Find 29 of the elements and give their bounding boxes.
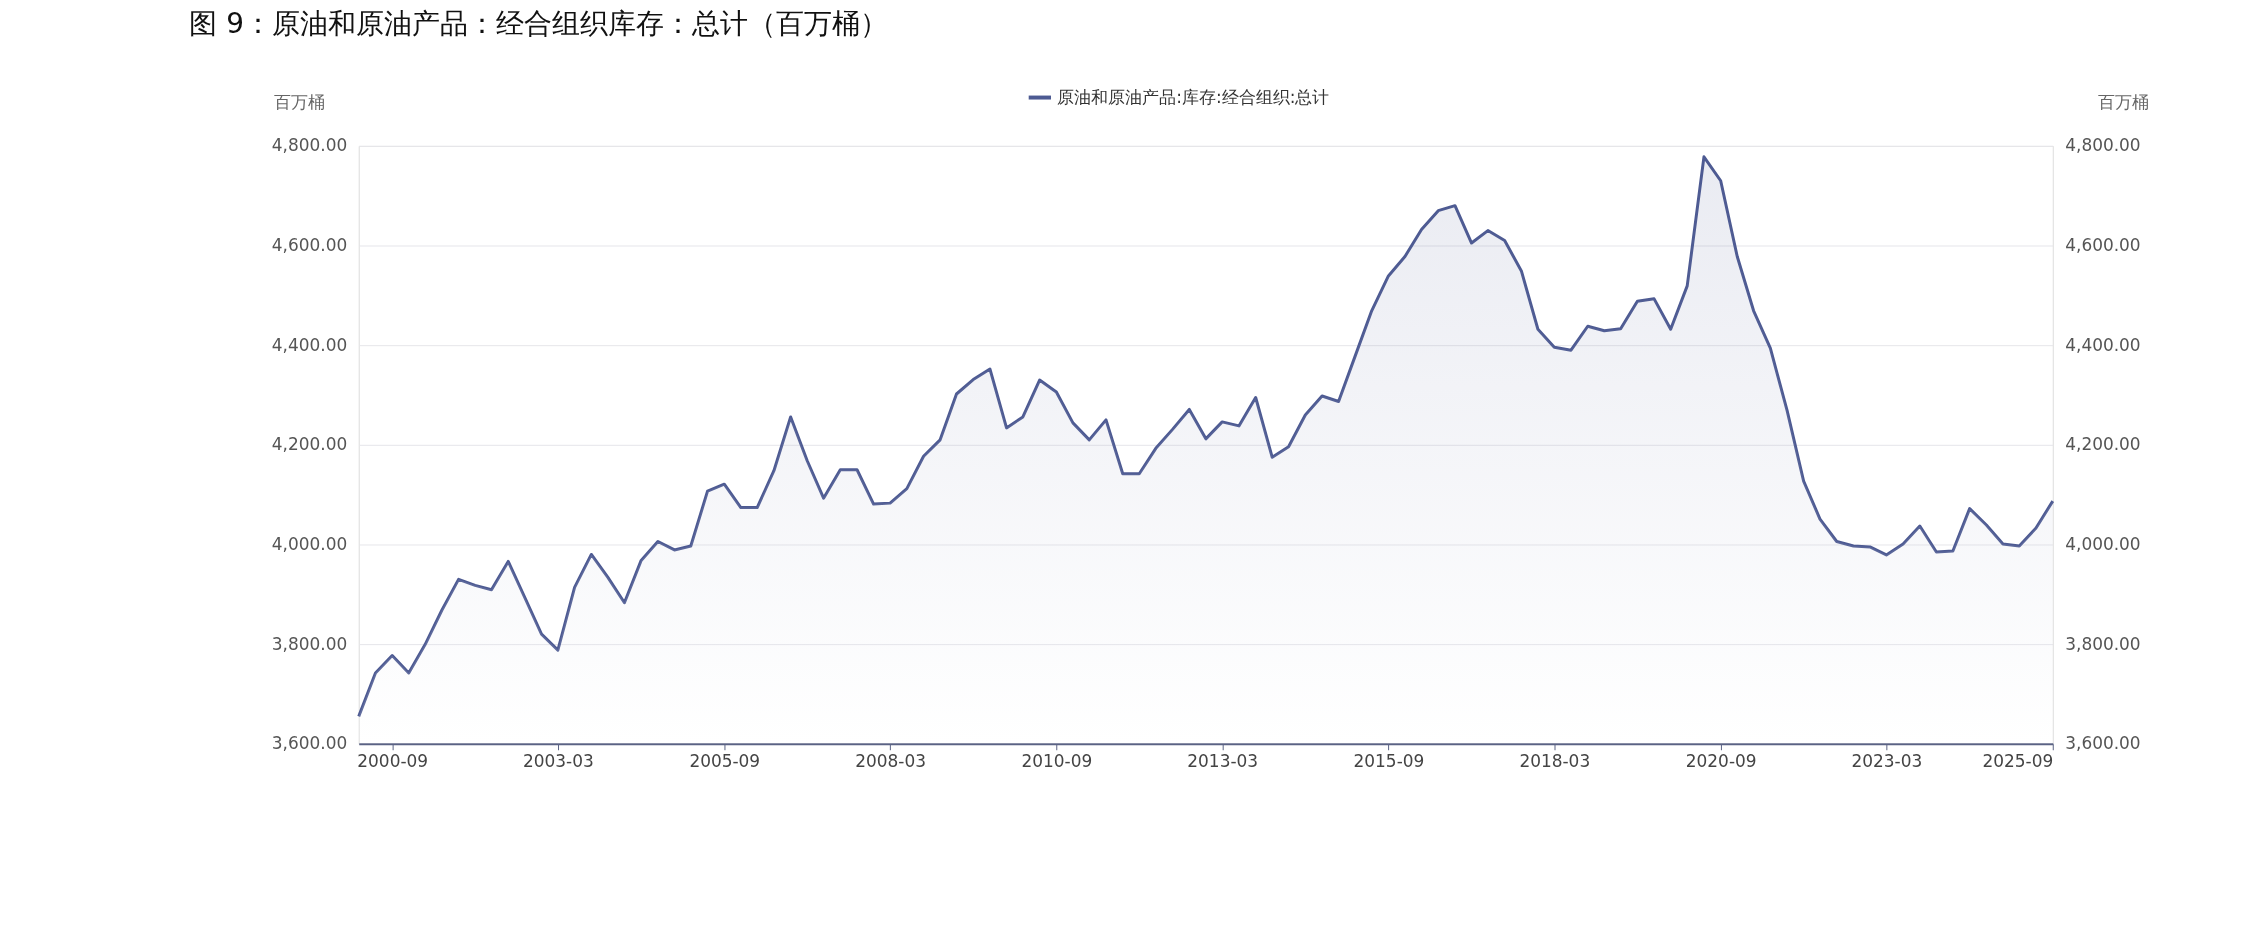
x-tick-label: 2020-09 [1685,751,1757,772]
y-axis-title: 百万桶 [273,91,325,112]
y-tick-label: 3,600.00 [271,733,348,754]
x-tick-label: 2005-09 [689,751,761,772]
y2-tick-label: 4,000.00 [2065,533,2141,554]
y2-tick-label: 3,800.00 [2065,633,2141,654]
y2-tick-label: 4,200.00 [2065,434,2141,455]
y2-tick-label: 4,600.00 [2065,235,2141,256]
y-tick-label: 4,000.00 [271,533,348,554]
chart-title: 图 9：原油和原油产品：经合组织库存：总计（百万桶） [189,7,888,41]
y2-tick-label: 4,800.00 [2065,135,2141,156]
x-tick-label: 2025-09 [1982,751,2054,772]
y-tick-label: 3,800.00 [271,633,348,654]
y2-tick-label: 3,600.00 [2065,733,2141,754]
x-tick-label: 2003-03 [522,751,594,772]
x-tick-label: 2013-03 [1187,751,1259,772]
y-tick-label: 4,800.00 [271,135,348,156]
legend-label: 原油和原油产品:库存:经合组织:总计 [1057,86,1330,107]
x-tick-label: 2015-09 [1353,751,1425,772]
y2-tick-label: 4,400.00 [2065,334,2141,355]
y-tick-label: 4,600.00 [271,235,348,256]
y-tick-label: 4,200.00 [271,434,348,455]
x-tick-label: 2018-03 [1519,751,1591,772]
y-tick-label: 4,400.00 [271,334,348,355]
x-tick-label: 2000-09 [357,751,429,772]
x-tick-label: 2008-03 [855,751,927,772]
x-tick-label: 2010-09 [1021,751,1093,772]
y2-axis-title: 百万桶 [2097,91,2149,112]
x-tick-label: 2023-03 [1851,751,1923,772]
